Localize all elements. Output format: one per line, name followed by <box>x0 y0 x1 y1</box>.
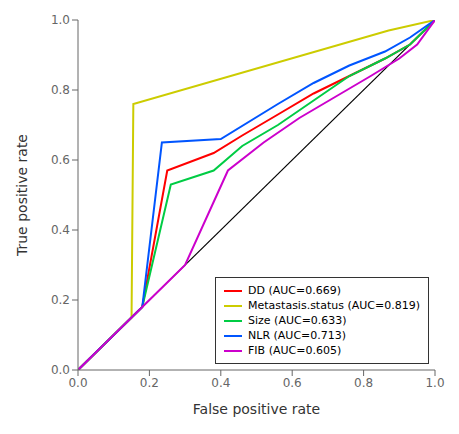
svg-text:1.0: 1.0 <box>425 376 444 390</box>
html-text:NLR (AUC=0.713): NLR (AUC=0.713) <box>248 329 347 342</box>
svg-text:False positive rate: False positive rate <box>193 401 320 417</box>
html-text:DD (AUC=0.669): DD (AUC=0.669) <box>248 284 341 297</box>
svg-text:0.8: 0.8 <box>354 376 373 390</box>
html-text:FIB (AUC=0.605): FIB (AUC=0.605) <box>248 344 342 357</box>
svg-text:0.4: 0.4 <box>211 376 230 390</box>
html-text:Size (AUC=0.633): Size (AUC=0.633) <box>248 314 347 327</box>
svg-text:0.2: 0.2 <box>51 293 70 307</box>
svg-text:0.6: 0.6 <box>283 376 302 390</box>
svg-text:0.8: 0.8 <box>51 83 70 97</box>
svg-text:0.0: 0.0 <box>68 376 87 390</box>
html-text:Metastasis.status (AUC=0.819): Metastasis.status (AUC=0.819) <box>248 299 420 312</box>
svg-text:0.2: 0.2 <box>140 376 159 390</box>
svg-text:0.6: 0.6 <box>51 153 70 167</box>
svg-text:0.0: 0.0 <box>51 363 70 377</box>
svg-text:1.0: 1.0 <box>51 13 70 27</box>
svg-text:True positive rate: True positive rate <box>14 134 30 257</box>
svg-text:0.4: 0.4 <box>51 223 70 237</box>
